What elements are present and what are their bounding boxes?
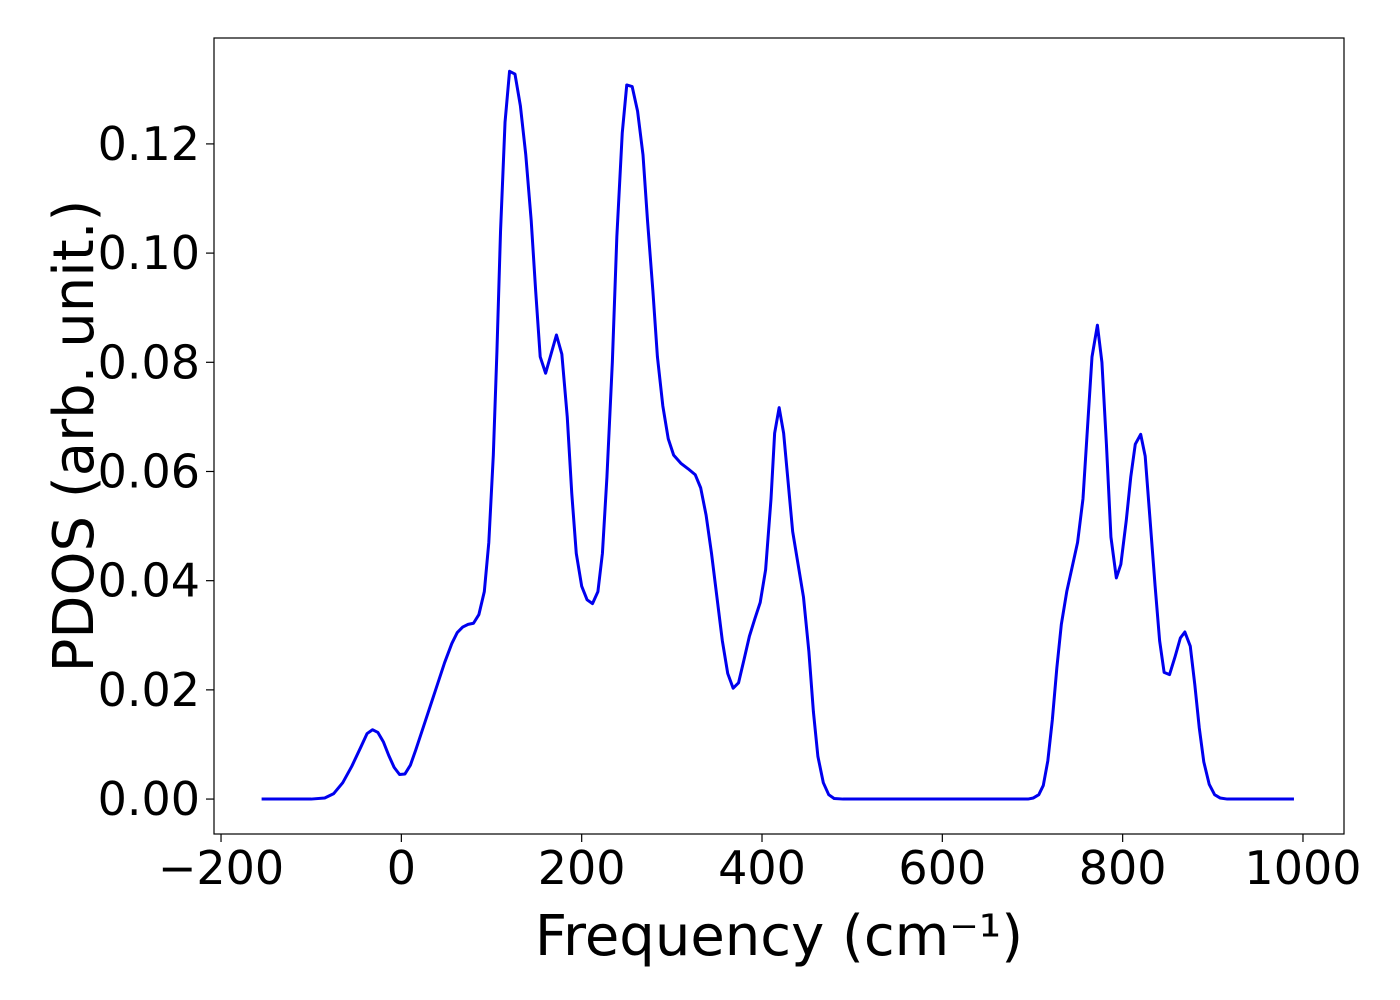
x-tick-label: 0 — [387, 841, 416, 895]
y-tick-label: 0.00 — [98, 772, 200, 826]
y-tick-label: 0.02 — [98, 663, 200, 717]
x-axis-label: Frequency (cm⁻¹) — [535, 904, 1023, 969]
y-tick-label: 0.08 — [98, 335, 200, 389]
x-tick-label: −200 — [158, 841, 284, 895]
x-tick-label: 200 — [538, 841, 626, 895]
x-tick-label: 800 — [1079, 841, 1167, 895]
pdos-line — [261, 69, 1294, 801]
x-tick-label: 600 — [898, 841, 986, 895]
plot-frame — [213, 37, 1345, 835]
x-tick-label: 1000 — [1244, 841, 1361, 895]
y-tick-label: 0.10 — [98, 226, 200, 280]
y-tick-label: 0.04 — [98, 554, 200, 608]
x-tick-label: 400 — [718, 841, 806, 895]
y-axis-label: PDOS (arb. unit.) — [42, 200, 107, 673]
y-tick-label: 0.06 — [98, 444, 200, 498]
y-tick-label: 0.12 — [98, 117, 200, 171]
